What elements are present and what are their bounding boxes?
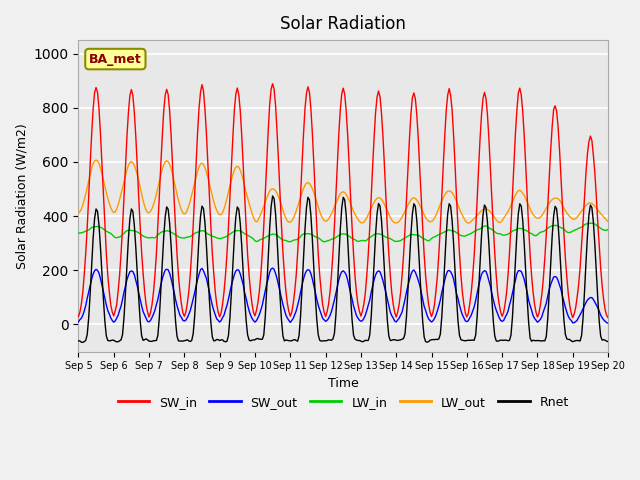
- Text: BA_met: BA_met: [89, 53, 141, 66]
- X-axis label: Time: Time: [328, 377, 358, 390]
- Y-axis label: Solar Radiation (W/m2): Solar Radiation (W/m2): [15, 123, 28, 269]
- Title: Solar Radiation: Solar Radiation: [280, 15, 406, 33]
- Legend: SW_in, SW_out, LW_in, LW_out, Rnet: SW_in, SW_out, LW_in, LW_out, Rnet: [113, 391, 574, 414]
